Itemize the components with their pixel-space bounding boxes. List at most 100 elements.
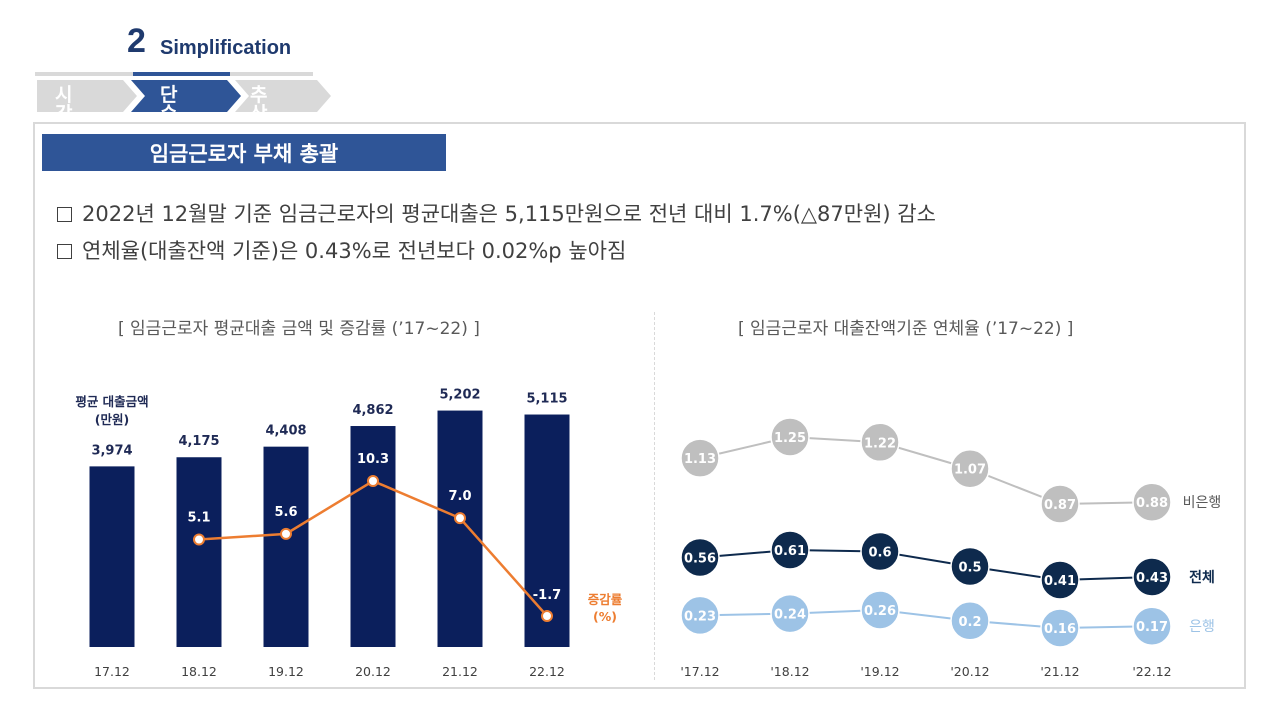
summary-bullet-text: 2022년 12월말 기준 임금근로자의 평균대출은 5,115만원으로 전년 …	[82, 202, 936, 226]
series-point	[680, 595, 720, 636]
y-axis-label-line: (만원)	[95, 412, 129, 427]
summary-bullet-text: 연체율(대출잔액 기준)은 0.43%로 전년보다 0.02%p 높아짐	[82, 239, 627, 263]
series-point	[1132, 606, 1172, 646]
series-point	[680, 537, 720, 578]
series-point-label: 1.13	[684, 452, 716, 467]
growth-rate-label: -1.7	[533, 588, 561, 603]
bar-value-label: 5,202	[439, 388, 480, 403]
checkbox-square-icon	[57, 244, 72, 259]
series-point	[950, 601, 990, 641]
y-axis-label: 평균 대출금액 (만원)	[75, 394, 148, 427]
series-legend: 은행	[1189, 619, 1215, 635]
series-point	[1040, 608, 1080, 648]
series-point-label: 0.26	[864, 604, 896, 619]
section-name: Simplification	[160, 37, 292, 59]
step-arrow-1[interactable]	[37, 80, 137, 112]
series-point-label: 0.24	[774, 608, 806, 623]
growth-rate-point	[454, 512, 466, 525]
series-point-label: 0.6	[868, 546, 891, 561]
series-point-label: 0.23	[684, 609, 716, 624]
chart-title-loan: [ 임금근로자 평균대출 금액 및 증감률 (’17~22) ]	[118, 319, 480, 339]
x-tick-label: 19.12	[268, 664, 304, 679]
series-point	[770, 530, 810, 570]
growth-rate-point	[367, 475, 379, 487]
series-point	[770, 593, 810, 634]
growth-rate-legend: 증감률	[588, 592, 623, 607]
series-point	[1040, 484, 1080, 524]
series-point-label: 0.43	[1136, 571, 1168, 586]
series-point	[860, 590, 900, 630]
growth-rate-label: 7.0	[448, 489, 471, 504]
series-point	[680, 438, 720, 478]
growth-rate-point	[193, 533, 205, 546]
x-tick-label: '20.12	[950, 664, 989, 679]
series-line-2	[699, 608, 1153, 630]
series-point-label: 0.17	[1136, 620, 1168, 635]
series-point-label: 0.16	[1044, 622, 1076, 637]
series-legend: 비은행	[1183, 495, 1222, 511]
series-point-label: 1.22	[864, 436, 896, 451]
series-point-label: 0.41	[1044, 574, 1076, 589]
step-arrows	[37, 80, 331, 112]
bar-19.12	[263, 446, 309, 647]
series-point	[1040, 560, 1080, 600]
chart-title-delinquency: [ 임금근로자 대출잔액기준 연체율 (’17~22) ]	[738, 319, 1074, 339]
bar-22.12	[524, 414, 570, 647]
bar-value-label: 5,115	[526, 392, 567, 407]
x-tick-label: 21.12	[442, 664, 478, 679]
bar-20.12	[350, 426, 396, 647]
growth-rate-point	[280, 527, 292, 540]
series-point	[860, 531, 900, 572]
summary-bullet-1: 2022년 12월말 기준 임금근로자의 평균대출은 5,115만원으로 전년 …	[57, 204, 936, 225]
bar-value-label: 4,408	[265, 424, 306, 439]
x-tick-label: 20.12	[355, 664, 391, 679]
series-point	[770, 417, 810, 457]
series-point	[1132, 482, 1172, 522]
growth-rate-label: 5.1	[187, 511, 210, 526]
series-line-0	[699, 435, 1153, 506]
bar-21.12	[437, 410, 483, 647]
series-point	[1132, 557, 1172, 597]
series-point-label: 0.87	[1044, 498, 1076, 513]
x-tick-label: '18.12	[770, 664, 809, 679]
step-arrow-2[interactable]	[131, 80, 241, 112]
y-axis-label-line: 평균 대출금액	[75, 394, 148, 409]
series-line-1	[699, 548, 1153, 582]
content-frame	[33, 122, 1246, 689]
x-tick-label: 18.12	[181, 664, 217, 679]
growth-rate-label: 10.3	[357, 452, 389, 467]
bar-value-label: 3,974	[91, 443, 132, 458]
step-progress-bar-active	[133, 72, 230, 76]
series-point-label: 0.56	[684, 552, 716, 567]
growth-rate-label: 5.6	[274, 505, 297, 520]
bar-value-label: 4,175	[178, 434, 219, 449]
page-title: 임금근로자 부채 총괄	[42, 134, 446, 171]
series-point-label: 0.61	[774, 544, 806, 559]
bar-18.12	[176, 457, 222, 647]
chart-divider	[654, 312, 655, 680]
series-point-label: 0.88	[1136, 496, 1168, 511]
growth-rate-legend: (%)	[593, 609, 617, 624]
step-arrow-3[interactable]	[235, 80, 331, 112]
loan-bar-chart: 평균 대출금액 (만원) 3,974 4,175 4,408 4,862 5,202 5,1…	[75, 388, 623, 679]
checkbox-square-icon	[57, 207, 72, 222]
x-tick-label: 22.12	[529, 664, 565, 679]
x-tick-label: '19.12	[860, 664, 899, 679]
delinquency-line-chart: 1.13 1.25 1.22 1.07 0.87 0.88 0.56 0.61 0.6 0.5 0.…	[680, 417, 1222, 679]
series-point-label: 0.2	[958, 615, 981, 630]
series-point-label: 1.25	[774, 431, 806, 446]
series-point-label: 1.07	[954, 463, 986, 478]
bar-value-label: 4,862	[352, 403, 393, 418]
summary-bullet-2: 연체율(대출잔액 기준)은 0.43%로 전년보다 0.02%p 높아짐	[57, 241, 626, 262]
growth-rate-point	[541, 610, 553, 622]
series-point-label: 0.5	[958, 561, 981, 576]
x-tick-label: '17.12	[680, 664, 719, 679]
bar-17.12	[89, 466, 135, 647]
x-tick-label: '22.12	[1132, 664, 1171, 679]
series-point	[950, 448, 990, 489]
series-legend: 전체	[1189, 569, 1215, 586]
series-point	[860, 422, 900, 463]
series-point	[950, 546, 990, 587]
x-tick-label: '21.12	[1040, 664, 1079, 679]
section-number: 2	[127, 22, 146, 60]
